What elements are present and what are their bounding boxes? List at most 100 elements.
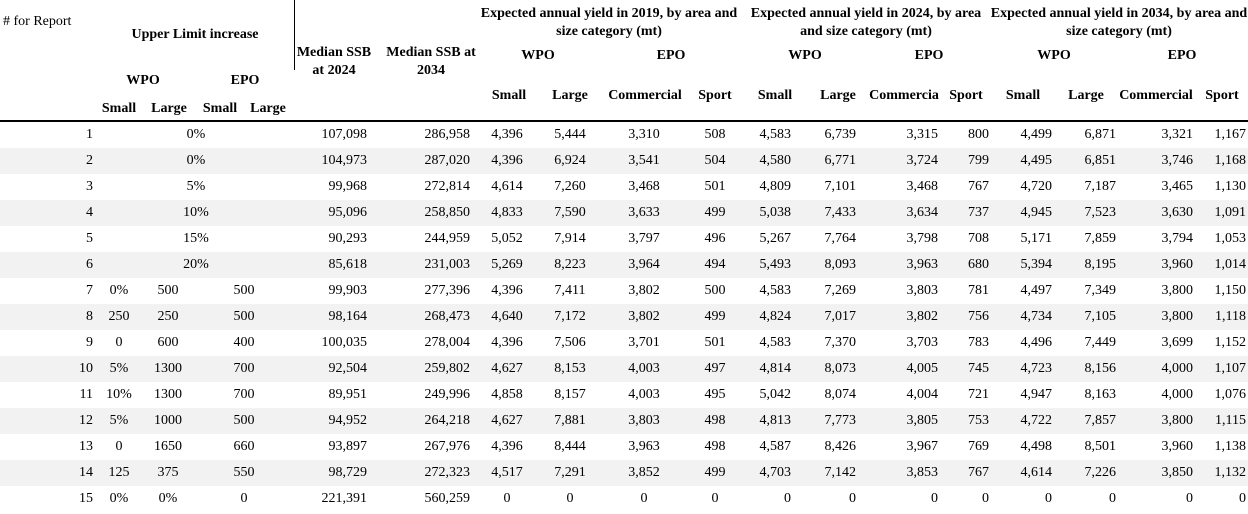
header-2019-large: Large <box>552 88 588 103</box>
table-cell: 3,964 <box>628 257 660 272</box>
table-cell: 1,130 <box>1214 179 1247 194</box>
table-cell: 1300 <box>154 361 182 376</box>
table-cell: 4,814 <box>759 361 792 376</box>
table-cell: 5,171 <box>1020 231 1053 246</box>
table-cell: 7,506 <box>554 335 586 350</box>
table-cell: 6,771 <box>824 153 857 168</box>
table-cell: 8,195 <box>1084 257 1117 272</box>
table-cell: 499 <box>704 205 726 220</box>
table-cell: 0% <box>109 283 129 298</box>
header-2019-commercial: Commercial <box>608 88 682 103</box>
table-cell: 4,945 <box>1020 205 1053 220</box>
table-cell: 268,473 <box>424 309 471 324</box>
table-cell: 7,269 <box>824 283 857 298</box>
table-cell: 0 <box>849 491 856 506</box>
table-cell: 4,396 <box>491 153 523 168</box>
table-cell: 7,764 <box>824 231 857 246</box>
table-cell: 4,587 <box>759 439 792 454</box>
table-cell: 2 <box>86 153 93 168</box>
table-cell: 3,724 <box>906 153 939 168</box>
table-cell: 6 <box>86 257 93 272</box>
table-cell: 3,468 <box>906 179 939 194</box>
table-cell: 4,627 <box>491 413 523 428</box>
table-cell: 89,951 <box>328 387 368 402</box>
table-cell: 5% <box>109 413 129 428</box>
table-cell: 745 <box>968 361 989 376</box>
table-cell: 125 <box>108 465 130 480</box>
table-cell: 4,000 <box>1161 361 1194 376</box>
table-cell: 3,800 <box>1161 283 1194 298</box>
table-cell: 4,947 <box>1020 387 1053 402</box>
table-cell: 6,924 <box>554 153 586 168</box>
table-cell: 8,223 <box>554 257 586 272</box>
table-cell: 4,734 <box>1020 309 1053 324</box>
header-wpo-upper: WPO <box>126 73 160 88</box>
table-cell: 8,156 <box>1084 361 1117 376</box>
table-cell: 1,167 <box>1214 127 1247 142</box>
table-cell: 12 <box>79 413 93 428</box>
table-cell: 375 <box>157 465 179 480</box>
header-2034-large: Large <box>1068 88 1104 103</box>
table-cell: 1,138 <box>1214 439 1247 454</box>
table-cell: 8,093 <box>824 257 857 272</box>
table-cell: 0 <box>1239 491 1246 506</box>
table-cell: 3,315 <box>906 127 939 142</box>
table-cell: 3,746 <box>1161 153 1194 168</box>
table-cell: 7,859 <box>1084 231 1117 246</box>
table-cell: 3,802 <box>906 309 939 324</box>
table-cell: 3,321 <box>1161 127 1194 142</box>
table-cell: 267,976 <box>424 439 471 454</box>
table-cell: 8,073 <box>824 361 857 376</box>
table-cell: 1,152 <box>1214 335 1247 350</box>
header-yield-2024: Expected annual yield in 2024, by area a… <box>750 6 982 39</box>
table-cell: 4,396 <box>491 439 523 454</box>
table-cell: 6,739 <box>824 127 857 142</box>
table-cell: 495 <box>704 387 726 402</box>
table-cell: 0% <box>109 491 129 506</box>
table-cell: 7,291 <box>554 465 586 480</box>
table-cell: 1,076 <box>1214 387 1247 402</box>
table-cell: 4,004 <box>906 387 939 402</box>
header-2024-small: Small <box>757 88 793 103</box>
table-cell: 3,541 <box>628 153 660 168</box>
table-cell: 4,858 <box>491 387 523 402</box>
table-cell: 7,449 <box>1084 335 1117 350</box>
table-cell: 11 <box>79 387 93 402</box>
table-cell: 500 <box>233 309 255 324</box>
table-cell: 1650 <box>154 439 182 454</box>
row-stripe <box>0 148 1248 174</box>
table-cell: 500 <box>704 283 726 298</box>
table-cell: 767 <box>968 179 989 194</box>
header-2034-sport: Sport <box>1205 88 1239 103</box>
table-cell: 7,105 <box>1084 309 1117 324</box>
table-cell: 4,720 <box>1020 179 1053 194</box>
table-cell: 7,411 <box>554 283 586 298</box>
table-cell: 3 <box>86 179 93 194</box>
table-cell: 4,640 <box>491 309 523 324</box>
table-cell: 1,014 <box>1214 257 1247 272</box>
table-cell: 0 <box>115 439 123 454</box>
table-cell: 7 <box>86 283 93 298</box>
table-cell: 1000 <box>154 413 182 428</box>
table-cell: 4,000 <box>1161 387 1194 402</box>
row-stripe <box>0 304 1248 330</box>
row-stripe <box>0 252 1248 278</box>
header-2034-commercial: Commercial <box>1119 88 1193 103</box>
header-2034-wpo: WPO <box>1037 48 1071 63</box>
table-cell: 7,172 <box>554 309 586 324</box>
table-cell: 769 <box>968 439 989 454</box>
table-cell: 7,142 <box>824 465 857 480</box>
table-cell: 221,391 <box>321 491 368 506</box>
header-2024-large: Large <box>820 88 856 103</box>
table-cell: 4,583 <box>759 127 792 142</box>
header-epo-upper: EPO <box>230 73 260 88</box>
table-cell: 4,614 <box>491 179 523 194</box>
table-cell: 0 <box>1186 491 1193 506</box>
table-cell: 508 <box>704 127 726 142</box>
table-cell: 7,914 <box>554 231 586 246</box>
header-median-ssb-2034: Median SSB at 2034 <box>386 45 476 78</box>
table-cell: 3,803 <box>628 413 660 428</box>
table-cell: 5 <box>86 231 93 246</box>
table-cell: 92,504 <box>328 361 368 376</box>
table-cell: 3,802 <box>628 309 660 324</box>
